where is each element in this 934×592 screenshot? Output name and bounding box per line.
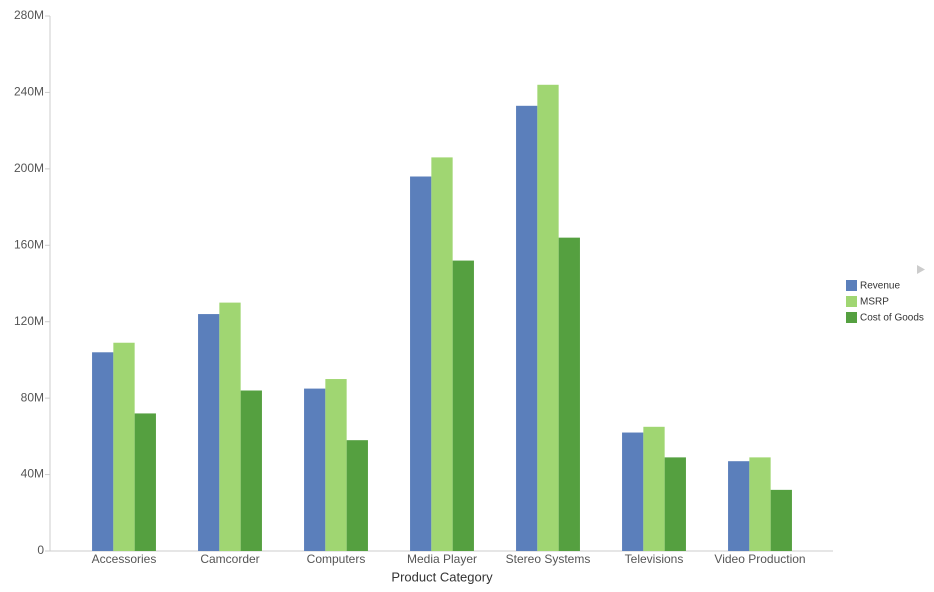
x-tick-label: Computers [307,552,366,566]
y-tick-label: 80M [21,390,44,404]
x-tick-label: Media Player [407,552,477,566]
x-tick-label: Camcorder [200,552,259,566]
legend-arrow [917,265,925,274]
legend-label: Revenue [860,281,900,292]
bar [134,413,156,551]
bar [452,260,474,551]
bar [728,461,750,551]
legend-swatch [846,312,857,323]
y-tick-label: 0 [37,543,44,557]
bar [92,352,114,551]
bar [537,84,559,552]
y-tick-label: 40M [21,467,44,481]
x-axis-title: Product Category [391,569,493,584]
bar [516,105,538,551]
x-tick-label: Video Production [714,552,805,566]
bar [198,314,220,551]
x-tick-label: Stereo Systems [506,552,591,566]
bar [410,176,432,551]
bar [346,440,368,551]
y-tick-label: 240M [14,85,44,99]
y-tick-label: 120M [14,314,44,328]
bar [749,457,771,551]
bar [643,426,665,551]
bar [325,379,347,551]
bar [664,457,686,551]
legend-label: Cost of Goods [860,313,924,324]
bar [770,489,792,551]
legend-swatch [846,280,857,291]
bar [431,157,453,551]
y-tick-label: 160M [14,237,44,251]
x-tick-label: Televisions [625,552,684,566]
y-tick-label: 280M [14,8,44,22]
y-tick-label: 200M [14,161,44,175]
bar [304,388,326,551]
bar [622,432,644,551]
legend-label: MSRP [860,297,889,308]
bar [558,237,580,551]
bar [240,390,262,551]
legend-swatch [846,296,857,307]
x-tick-label: Accessories [92,552,157,566]
bar [219,302,241,551]
bar [113,342,135,551]
